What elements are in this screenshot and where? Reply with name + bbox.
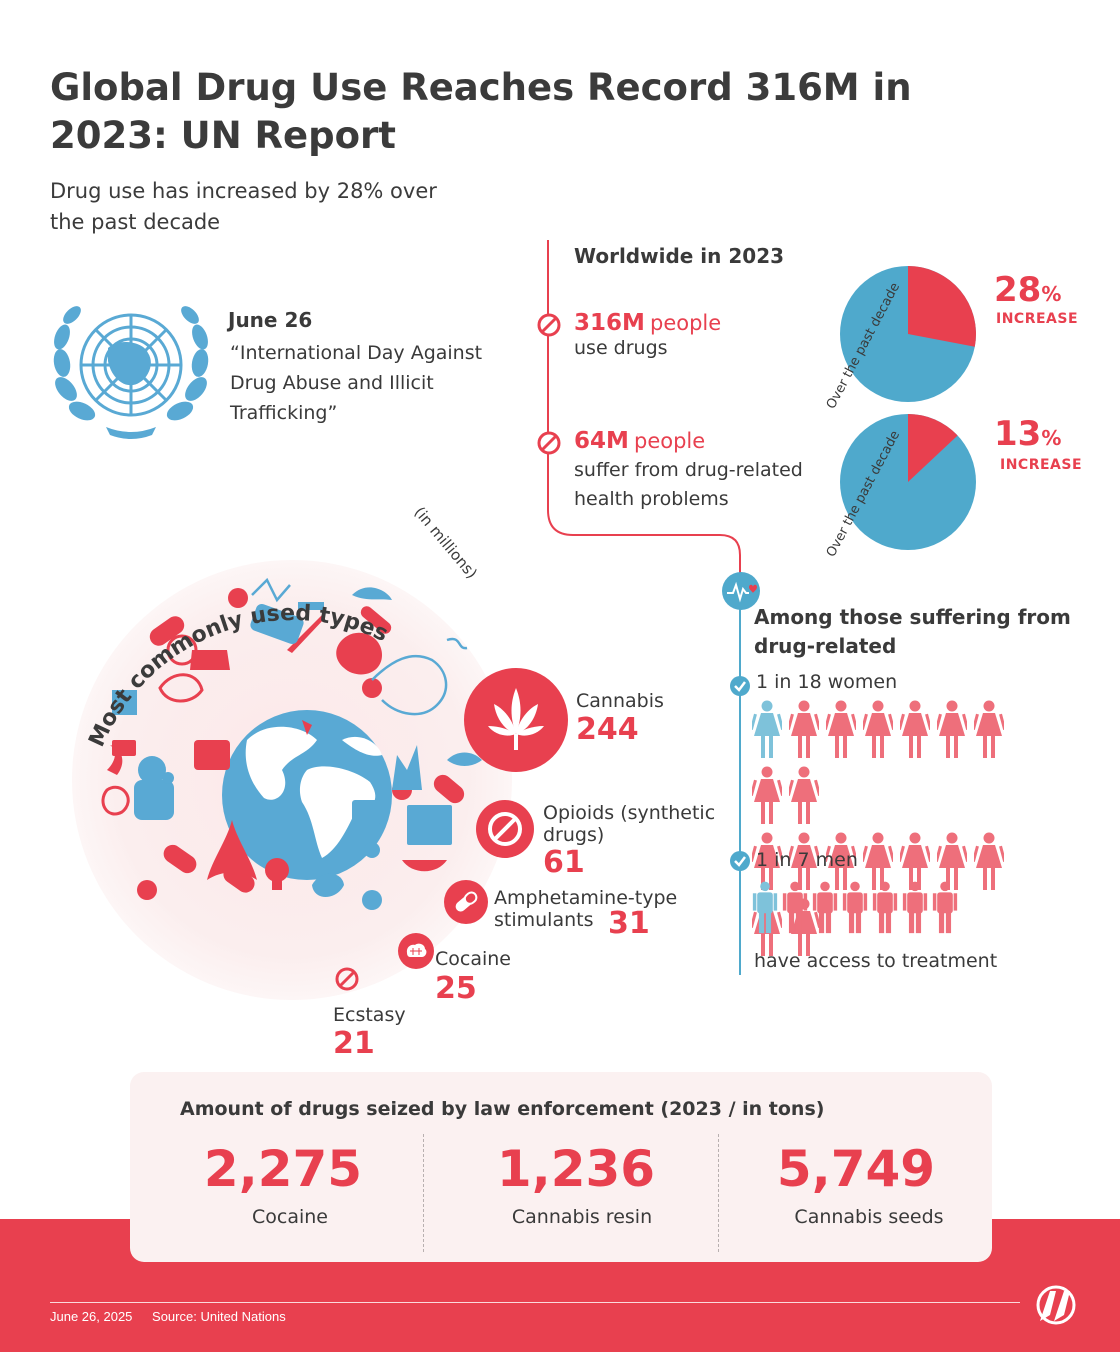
man-icon [782, 881, 808, 934]
drug-name-cannabis: Cannabis [576, 690, 664, 712]
no-symbol-icon [335, 967, 359, 991]
no-symbol-icon [476, 800, 534, 858]
drug-name-ecstasy: Ecstasy [333, 1004, 406, 1026]
pct-users: 28% [994, 270, 1061, 310]
drug-value-cocaine: 25 [435, 971, 477, 1006]
woman-icon [937, 700, 967, 758]
brain-icon [398, 933, 434, 969]
stat-health: 64M people [574, 428, 705, 454]
pct-health: 13% [994, 414, 1061, 454]
divider [423, 1134, 424, 1252]
woman-icon [900, 700, 930, 758]
woman-icon [863, 700, 893, 758]
page-title: Global Drug Use Reaches Record 316M in 2… [50, 66, 912, 157]
seized-value-cocaine: 2,275 [203, 1140, 363, 1198]
subtitle: Drug use has increased by 28% over the p… [50, 179, 437, 234]
women-pictogram [752, 700, 1042, 956]
seized-label-cannabis-resin: Cannabis resin [511, 1206, 653, 1228]
woman-icon [752, 832, 782, 890]
woman-icon [752, 766, 782, 824]
drug-name-opioids: Opioids (synthetic drugs) [543, 802, 716, 846]
man-icon [812, 881, 838, 934]
check-icon [730, 676, 750, 696]
seized-label-cannabis-seeds: Cannabis seeds [794, 1206, 944, 1228]
woman-icon [826, 700, 856, 758]
check-icon [730, 851, 750, 871]
woman-icon [900, 832, 930, 890]
treatment-title: Among those suffering from drug-related [754, 605, 1071, 658]
drug-value-ecstasy: 21 [333, 1026, 375, 1061]
no-symbol-icon [537, 431, 561, 455]
drug-value-amphetamine: 31 [608, 906, 650, 941]
stat-users-unit: people [650, 311, 722, 335]
heartbeat-icon [722, 572, 760, 610]
drug-collage: Most commonly used types [72, 560, 512, 1000]
seized-value-cannabis-seeds: 5,749 [776, 1140, 936, 1198]
seized-value-cannabis-resin: 1,236 [496, 1140, 656, 1198]
pct-users-word: INCREASE [996, 311, 1079, 327]
man-icon [902, 881, 928, 934]
drug-name-amphetamine: Amphetamine-type stimulants [494, 887, 678, 931]
pct-sign: % [1041, 282, 1062, 306]
drug-value-opioids: 61 [543, 845, 585, 880]
treatment-footer: have access to treatment [754, 950, 998, 972]
woman-icon [974, 832, 1004, 890]
pie-slice-increase [908, 414, 958, 482]
stat-users: 316M people [574, 310, 721, 336]
man-icon [842, 881, 868, 934]
observance-name: “International Day Against Drug Abuse an… [230, 342, 483, 424]
un-emblem-icon [53, 306, 209, 439]
pill-icon [444, 880, 488, 924]
woman-icon [789, 700, 819, 758]
women-ratio: 1 in 18 women [756, 671, 898, 693]
stat-health-value: 64M [574, 428, 629, 454]
pct-users-value: 28 [994, 270, 1042, 310]
seized-label-cocaine: Cocaine [252, 1206, 328, 1228]
woman-icon [826, 832, 856, 890]
pie-chart-users [840, 266, 976, 402]
cannabis-leaf-icon [464, 668, 568, 772]
pct-sign: % [1041, 426, 1062, 450]
woman-icon [937, 832, 967, 890]
aa-logo-icon [1036, 1285, 1076, 1325]
pie-slice-increase [908, 266, 976, 347]
footer-rule [50, 1302, 1020, 1303]
pct-health-word: INCREASE [1000, 457, 1083, 473]
man-icon [752, 881, 778, 934]
woman-icon [974, 700, 1004, 758]
drug-value-cannabis: 244 [576, 712, 639, 747]
stat-users-desc: use drugs [574, 337, 668, 359]
worldwide-title: Worldwide in 2023 [574, 244, 785, 268]
footer-source: Source: United Nations [152, 1309, 286, 1324]
pie-chart-health [840, 414, 976, 550]
woman-icon [789, 832, 819, 890]
woman-icon [789, 766, 819, 824]
man-icon [872, 881, 898, 934]
man-icon [932, 881, 958, 934]
woman-icon [752, 700, 782, 758]
footer-credits: June 26, 2025 Source: United Nations [50, 1309, 302, 1324]
stat-users-value: 316M [574, 310, 645, 336]
men-pictogram [752, 877, 972, 939]
woman-icon [863, 832, 893, 890]
seized-card [130, 1072, 992, 1262]
globe-icon [222, 710, 392, 880]
seized-title: Amount of drugs seized by law enforcemen… [180, 1098, 825, 1120]
drug-name-cocaine: Cocaine [435, 948, 511, 970]
stat-health-desc: suffer from drug-related health problems [574, 459, 803, 510]
men-ratio: 1 in 7 men [756, 849, 858, 871]
divider [718, 1134, 719, 1252]
footer-date: June 26, 2025 [50, 1309, 133, 1324]
no-symbol-icon [537, 313, 561, 337]
pct-health-value: 13 [994, 414, 1042, 454]
stat-health-unit: people [634, 429, 706, 453]
observance-date: June 26 [228, 308, 313, 332]
timeline-line [547, 240, 741, 975]
